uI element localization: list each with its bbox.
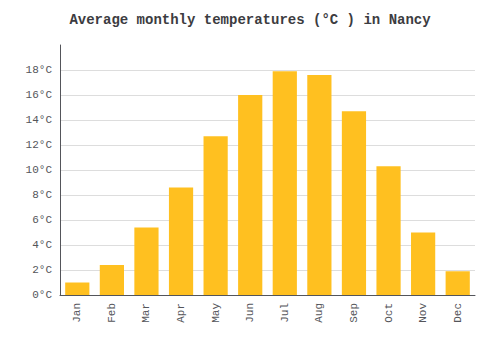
svg-text:4°C: 4°C <box>32 239 52 251</box>
svg-text:14°C: 14°C <box>26 114 53 126</box>
svg-text:2°C: 2°C <box>32 264 52 276</box>
svg-text:Jul: Jul <box>279 303 291 323</box>
svg-text:0°C: 0°C <box>32 289 52 301</box>
svg-text:6°C: 6°C <box>32 214 52 226</box>
svg-text:Oct: Oct <box>383 303 395 323</box>
svg-text:Jun: Jun <box>244 303 256 323</box>
svg-text:Dec: Dec <box>452 303 464 323</box>
svg-text:Aug: Aug <box>313 303 325 323</box>
svg-text:Jan: Jan <box>71 303 83 323</box>
svg-text:12°C: 12°C <box>26 139 53 151</box>
svg-text:May: May <box>210 303 222 323</box>
svg-text:Mar: Mar <box>140 303 152 323</box>
svg-text:8°C: 8°C <box>32 189 52 201</box>
svg-text:Nov: Nov <box>417 303 429 323</box>
svg-text:Feb: Feb <box>106 303 118 323</box>
svg-text:Apr: Apr <box>175 303 187 323</box>
svg-text:18°C: 18°C <box>26 64 53 76</box>
svg-text:Average monthly temperatures (: Average monthly temperatures (°C ) in Na… <box>69 12 431 28</box>
svg-text:Sep: Sep <box>348 303 360 323</box>
svg-text:16°C: 16°C <box>26 89 53 101</box>
svg-text:10°C: 10°C <box>26 164 53 176</box>
